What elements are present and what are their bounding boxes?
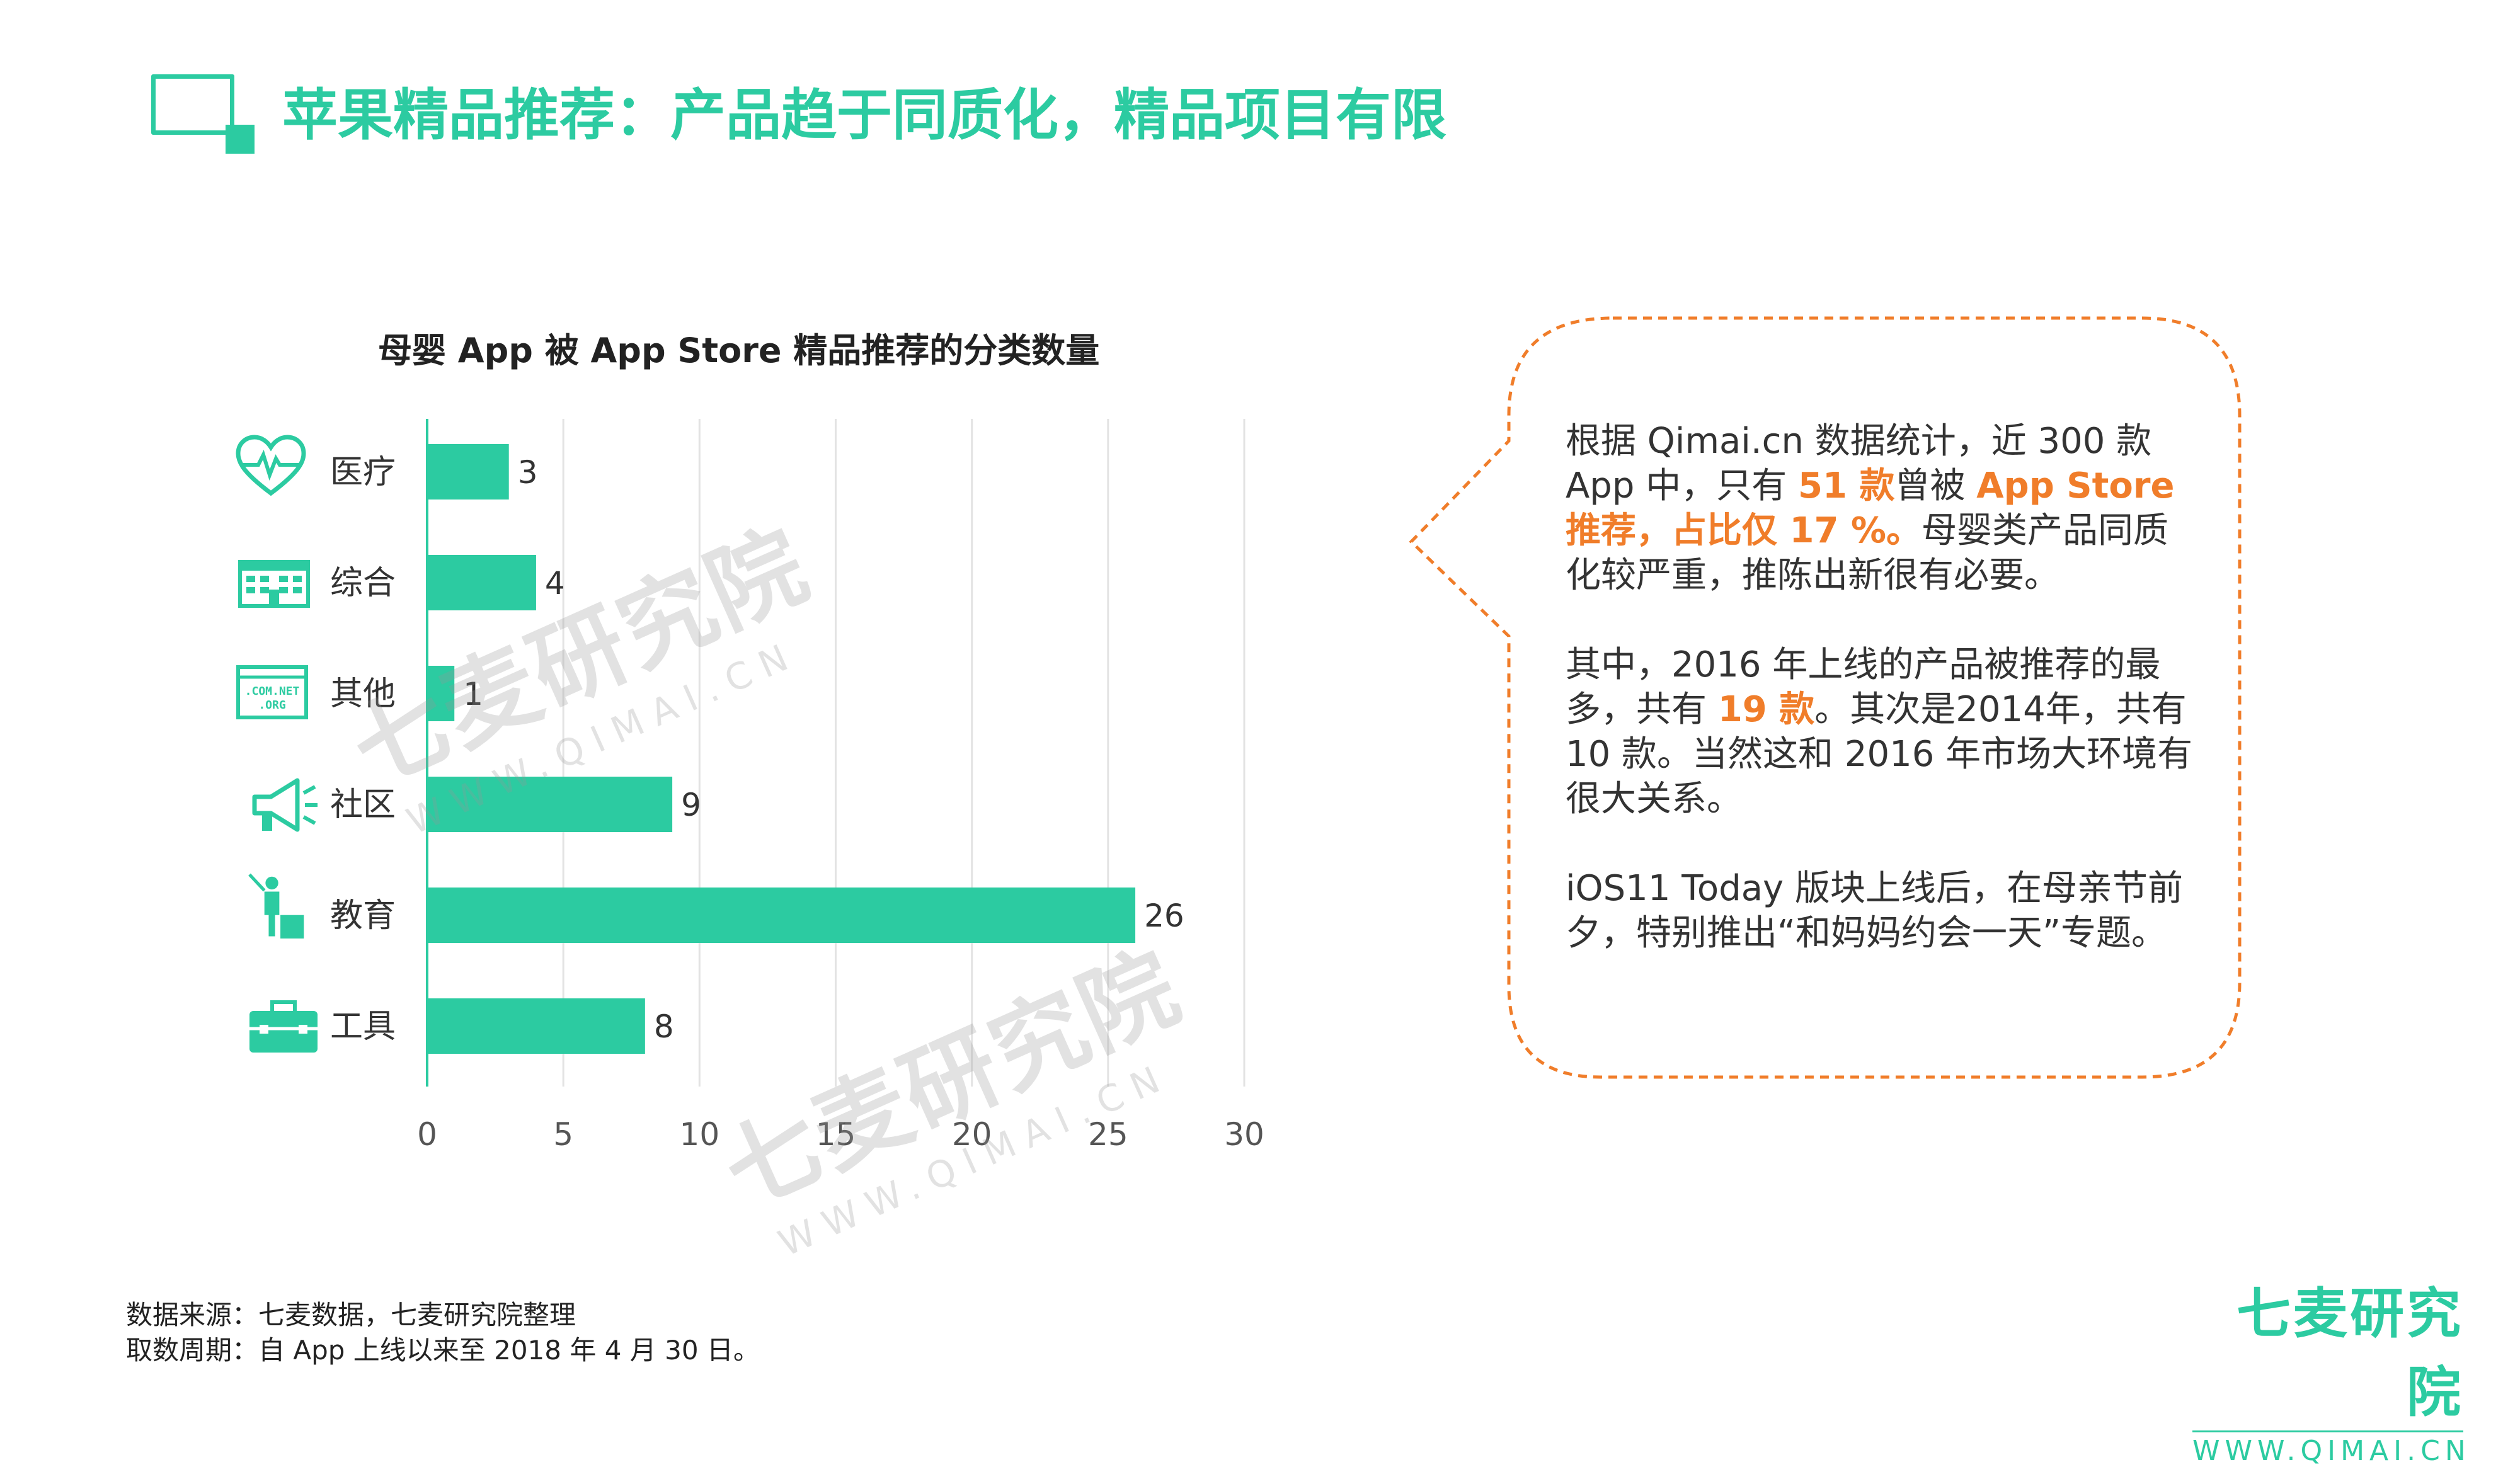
category-label: 医疗: [330, 454, 396, 491]
highlight-2016: 19 款: [1717, 689, 1815, 730]
logo-cn: 七麦研究院: [2236, 1282, 2463, 1424]
data-label: 3: [518, 454, 538, 491]
megaphone-icon: [252, 778, 318, 832]
bar: [427, 555, 536, 610]
x-tick-label: 15: [816, 1116, 856, 1153]
x-tick-label: 20: [952, 1116, 992, 1153]
source-line-1: 数据来源：七麦数据，七麦研究院整理: [126, 1299, 576, 1330]
title-icon-frame: [151, 74, 234, 135]
category-label: 社区: [330, 786, 396, 824]
teacher-icon: [248, 873, 304, 939]
category-label: 其他: [330, 675, 396, 713]
category-label: 教育: [330, 897, 396, 935]
highlight-count: 51 款: [1798, 465, 1895, 506]
x-tick-label: 10: [680, 1116, 720, 1153]
bar-chart: 0 5 10 15 20 25 30 医疗 3 综合 4 其他 1 社区 9 教育 26 工具 8: [330, 419, 1264, 1153]
callout-paragraph-1: 根据 Qimai.cn 数据统计，近 300 款 App 中，只有 51 款曾被…: [1566, 421, 2175, 596]
highlight-share: App Store 推荐，占比仅 17 %。: [1566, 465, 2175, 551]
data-label: 1: [463, 676, 483, 712]
callout-bubble: [1409, 316, 2242, 1079]
data-source: 数据来源：七麦数据，七麦研究院整理 取数周期：自 App 上线以来至 2018 …: [126, 1298, 760, 1368]
bar: [427, 998, 645, 1054]
page-title: 苹果精品推荐：产品趋于同质化，精品项目有限: [282, 83, 1447, 147]
heartbeat-icon: [236, 435, 306, 496]
title-icon-square: [226, 125, 255, 154]
domain-icon: .COM.NET .ORG: [236, 665, 308, 719]
brand-logo: 七麦研究院 WWW.QIMAI.CN: [2192, 1269, 2466, 1467]
logo-en: WWW.QIMAI.CN: [2192, 1430, 2466, 1467]
callout-text: 根据 Qimai.cn 数据统计，近 300 款 App 中，只有 51 款曾被…: [1566, 419, 2196, 1000]
bar: [427, 888, 1136, 943]
chart-title: 母婴 App 被 App Store 精品推荐的分类数量: [378, 331, 1100, 370]
svg-text:.COM.NET: .COM.NET: [245, 685, 300, 698]
data-label: 8: [654, 1008, 674, 1045]
data-label: 26: [1144, 898, 1184, 934]
data-label: 4: [545, 565, 565, 602]
x-tick-label: 0: [417, 1116, 437, 1153]
toolbox-icon: [249, 1000, 318, 1053]
title-icon: [151, 74, 255, 154]
x-tick-label: 30: [1224, 1116, 1264, 1153]
category-label: 综合: [330, 564, 396, 602]
x-tick-label: 5: [553, 1116, 573, 1153]
category-label: 工具: [330, 1008, 396, 1046]
data-label: 9: [681, 787, 701, 823]
bar: [427, 666, 455, 721]
source-line-2: 取数周期：自 App 上线以来至 2018 年 4 月 30 日。: [126, 1335, 760, 1366]
callout-paragraph-3: iOS11 Today 版块上线后，在母亲节前夕，特别推出“和妈妈约会一天”专题…: [1566, 868, 2183, 954]
svg-text:.ORG: .ORG: [258, 699, 285, 712]
bar: [427, 444, 509, 499]
callout-paragraph-2: 其中，2016 年上线的产品被推荐的最多，共有 19 款。其次是2014年，共有…: [1566, 644, 2193, 819]
bar: [427, 777, 673, 832]
x-tick-label: 25: [1088, 1116, 1128, 1153]
building-icon: [238, 560, 310, 608]
